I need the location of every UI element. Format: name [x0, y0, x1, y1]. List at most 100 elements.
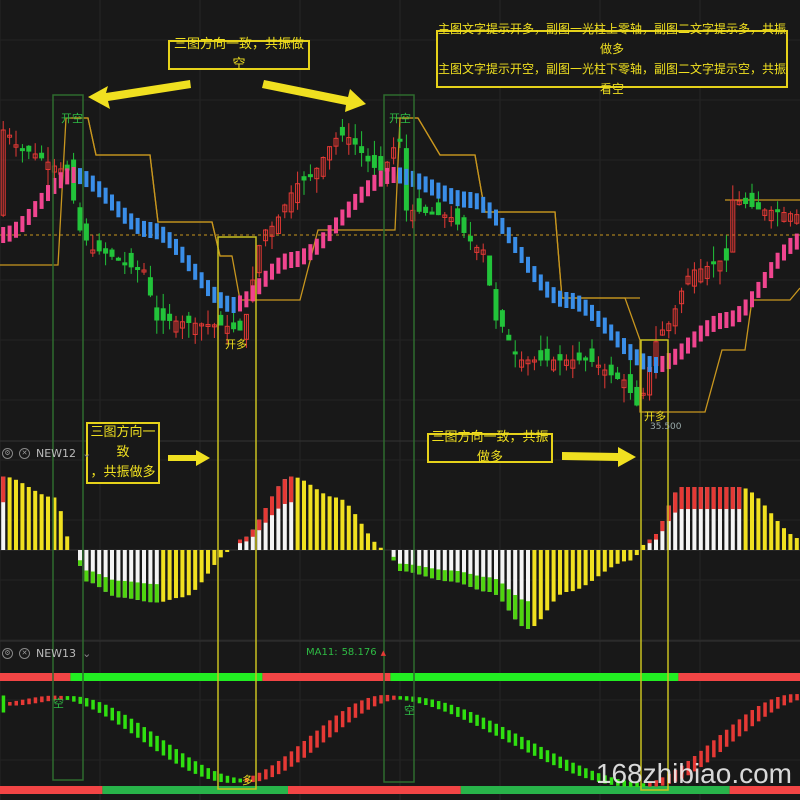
new13-bar [436, 701, 441, 710]
chevron-down-icon[interactable]: ⌄ [82, 447, 92, 460]
new13-bar [699, 750, 703, 768]
new13-bar [379, 695, 383, 704]
histogram-bar [545, 550, 550, 611]
histogram-bar [199, 550, 204, 583]
histogram-bar [692, 487, 697, 550]
ma-value: 58.176 [341, 647, 377, 658]
histogram-bar [551, 550, 556, 602]
new13-bar [168, 744, 172, 760]
histogram-cap [718, 487, 722, 510]
new13-bands [0, 673, 800, 794]
gear-icon[interactable]: ⚙ [2, 648, 13, 659]
histogram-cap [135, 582, 140, 600]
new13-bar [136, 722, 140, 738]
close-icon[interactable]: ✕ [19, 648, 30, 659]
ma-bar [634, 349, 639, 366]
histogram-bar [455, 550, 460, 583]
new13-bar [104, 704, 108, 717]
candle-body [179, 321, 185, 329]
histogram-bar [532, 550, 537, 627]
ma-bar [647, 356, 652, 373]
new13-bar [78, 696, 82, 704]
histogram-bar [270, 496, 274, 550]
ma-bar [206, 280, 210, 297]
candle-body [218, 314, 224, 326]
candle-body [307, 174, 313, 178]
new13-bar [340, 711, 345, 728]
gear-icon[interactable]: ⚙ [2, 448, 13, 459]
new13-bar [398, 696, 402, 700]
new13-bar [372, 696, 377, 707]
new13-bar [193, 761, 198, 774]
new13-bar [308, 735, 313, 753]
ma-bar [698, 325, 703, 342]
histogram-bar [494, 550, 498, 595]
histogram-cap [84, 570, 89, 582]
candle-body [263, 229, 269, 242]
histogram-bar [225, 550, 230, 553]
histogram-bar [756, 498, 761, 550]
histogram-bar [122, 550, 127, 598]
candle-body [474, 246, 480, 253]
new13-bar [264, 769, 268, 780]
ma-bar [455, 190, 460, 207]
candle-body [685, 275, 691, 285]
new13-bar [40, 696, 44, 703]
histogram-cap [455, 570, 460, 583]
new13-bar [296, 746, 300, 763]
histogram-cap [487, 577, 492, 592]
ma-bar [788, 237, 793, 254]
new13-bar [686, 760, 690, 776]
new13-bar [238, 778, 242, 783]
new13-bar [769, 699, 774, 713]
candle-body [576, 352, 582, 361]
signal-box-long-2 [640, 339, 669, 791]
candle-body [551, 359, 557, 371]
candle-body [32, 153, 38, 159]
new13-bar [564, 759, 569, 771]
new13-bar [33, 697, 38, 704]
ma-bar [750, 291, 754, 308]
ma-bar [609, 324, 614, 341]
candle-body [691, 269, 697, 287]
histogram-bar [404, 550, 409, 572]
ma-bar [212, 286, 217, 303]
histogram-cap [698, 487, 703, 510]
ma-bar [449, 188, 454, 205]
histogram-bar [577, 550, 582, 589]
chevron-down-icon[interactable]: ⌄ [82, 647, 92, 660]
new13-bar [795, 694, 799, 701]
histogram-cap [660, 521, 665, 532]
ma-bar [97, 181, 102, 198]
ma-bar [174, 238, 178, 255]
ma-label: MA11: [306, 647, 338, 658]
new13-bar [97, 702, 102, 713]
ma-bar [346, 201, 351, 218]
candle-body [173, 320, 179, 333]
ma-bar [263, 270, 268, 287]
histogram-bar [154, 550, 159, 603]
histogram-bar [750, 492, 754, 550]
histogram-bar [775, 521, 780, 550]
candle-body [743, 197, 749, 205]
new13-curve [1, 694, 799, 788]
candle-body [615, 372, 621, 380]
new13-bar [283, 756, 287, 771]
up-triangle-icon: ▲ [380, 648, 386, 657]
new13-bar [1, 695, 6, 713]
annotation-top-center: 三图方向一致，共振做空 [168, 37, 310, 72]
histogram-cap [730, 487, 735, 510]
new13-bar [353, 703, 358, 718]
close-icon[interactable]: ✕ [19, 448, 30, 459]
new13-bar [680, 765, 684, 779]
candle-body [205, 323, 211, 327]
new13-bar [59, 695, 63, 700]
new13-bar [667, 773, 671, 784]
histogram-bar [487, 550, 492, 592]
new13-bar [180, 753, 185, 768]
candle-body [90, 249, 96, 254]
ma-bar [302, 248, 306, 265]
annotation-top-right: 主图文字提示开多，副图一光柱上零轴，副图二文字提示多，共振做多 主图文字提示开空… [436, 22, 788, 96]
ma-bar [564, 292, 569, 308]
histogram-bar [705, 487, 710, 550]
